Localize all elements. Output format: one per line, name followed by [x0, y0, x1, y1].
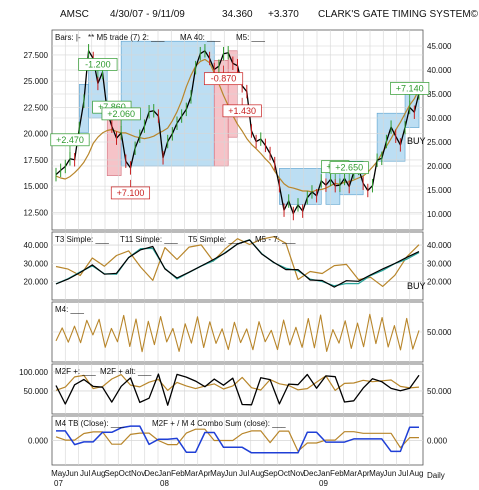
- right-tick-label: 50.000: [427, 387, 452, 396]
- right-tick-label: 20.000: [427, 162, 452, 171]
- left-tick-label: 22.500: [24, 103, 49, 112]
- month-tick-label: Jul: [398, 469, 408, 478]
- m2f-legend-item: M2F + alt: ___: [100, 367, 152, 376]
- right-tick-label: 0.000: [427, 437, 448, 446]
- left-tick-label: 15.000: [24, 182, 49, 191]
- month-tick-label: Jul: [80, 469, 90, 478]
- month-tick-label: Aug: [91, 469, 105, 478]
- m4-legend-item: M4: ___: [55, 305, 84, 314]
- month-tick-label: Nov: [290, 469, 304, 478]
- price-legend-item: M5: ___: [236, 33, 265, 42]
- date-range-label: 4/30/07 - 9/11/09: [110, 9, 185, 20]
- price-legend-item: Bars: |-: [55, 33, 81, 42]
- right-tick-label: 20.000: [427, 277, 452, 286]
- trade-result-label: +7.140: [396, 83, 424, 93]
- price-legend-item: ** M5 trade (7) 2: ___: [88, 33, 165, 42]
- right-tick-label: 25.000: [427, 138, 452, 147]
- t3-legend-item: T5 Simple: ___: [188, 235, 242, 244]
- month-tick-label: Mar: [184, 469, 198, 478]
- left-tick-label: 100.000: [19, 368, 48, 377]
- month-tick-label: Nov: [131, 469, 145, 478]
- left-tick-label: 50.000: [24, 387, 49, 396]
- month-tick-label: Aug: [250, 469, 264, 478]
- t3-legend-item: M5 - 7: ___: [255, 235, 296, 244]
- t3-legend-item: T11 Simple: ___: [120, 235, 178, 244]
- month-tick-label: Feb: [171, 469, 185, 478]
- price-series-line: [55, 58, 420, 193]
- trade-result-label: -1.200: [85, 59, 111, 69]
- t3-legend-item: T3 Simple: ___: [55, 235, 109, 244]
- month-tick-label: Dec: [303, 469, 317, 478]
- chart-header: AMSC 4/30/07 - 9/11/09 34.360 +3.370 CLA…: [60, 9, 479, 20]
- month-tick-label: May: [369, 469, 384, 478]
- m2f-series-line: [55, 374, 420, 391]
- trade-result-label: +2.060: [107, 109, 135, 119]
- month-tick-label: May: [51, 469, 66, 478]
- right-tick-label: 30.000: [427, 114, 452, 123]
- month-tick-label: Jan: [317, 469, 330, 478]
- right-tick-label: 45.000: [427, 42, 452, 51]
- system-title: CLARK'S GATE TIMING SYSTEM©: [318, 9, 479, 20]
- right-tick-label: 50.000: [427, 328, 452, 337]
- month-tick-label: Sep: [264, 469, 279, 478]
- month-tick-label: Jun: [383, 469, 396, 478]
- month-tick-label: Mar: [343, 469, 357, 478]
- m4tb-series-line: [56, 425, 419, 454]
- month-tick-label: Jul: [239, 469, 249, 478]
- price-legend-item: MA 40: ___: [180, 33, 221, 42]
- month-tick-label: Jan: [158, 469, 171, 478]
- year-tick-label: 08: [160, 479, 169, 488]
- month-tick-label: Apr: [357, 469, 370, 478]
- trade-result-label: +7.860: [98, 102, 126, 112]
- buy-trade-box: [78, 84, 89, 133]
- left-tick-label: 20.000: [24, 130, 49, 139]
- buy-signal-label: BUY: [407, 136, 426, 146]
- month-tick-label: Apr: [198, 469, 211, 478]
- month-tick-label: Oct: [278, 469, 291, 478]
- month-tick-label: Aug: [409, 469, 423, 478]
- month-tick-label: Sep: [105, 469, 120, 478]
- m2f-legend-item: M2F +: ___: [55, 367, 96, 376]
- buy-signal-label-t3: BUY: [407, 281, 426, 291]
- left-tick-label: 12.500: [24, 208, 49, 217]
- month-tick-label: Jun: [224, 469, 237, 478]
- trade-result-label: +2.470: [56, 135, 84, 145]
- m4tb-legend-item: M2F + / M 4 Combo Sum (close): ___: [152, 419, 286, 428]
- right-tick-label: 35.000: [427, 90, 452, 99]
- right-tick-label: 10.000: [427, 210, 452, 219]
- m2f-series-line: [55, 373, 420, 406]
- trade-result-label: +7.100: [117, 188, 145, 198]
- m4tb-legend-item: M4 TB (Close): ___: [55, 419, 125, 428]
- m4tb-series-line: [55, 428, 419, 452]
- month-tick-label: May: [210, 469, 225, 478]
- left-tick-label: 25.000: [24, 77, 49, 86]
- timeframe-label: Daily: [427, 471, 445, 480]
- symbol-label: AMSC: [60, 9, 89, 20]
- year-tick-label: 07: [54, 479, 63, 488]
- month-tick-label: Oct: [119, 469, 132, 478]
- left-tick-label: 0.000: [28, 437, 49, 446]
- year-tick-label: 09: [319, 479, 328, 488]
- left-tick-label: 20.000: [24, 277, 49, 286]
- right-tick-label: 40.000: [427, 66, 452, 75]
- left-tick-label: 30.000: [24, 259, 49, 268]
- left-tick-label: 17.500: [24, 156, 49, 165]
- right-tick-label: 15.000: [427, 186, 452, 195]
- price-change-label: +3.370: [268, 9, 299, 20]
- t3-series-line: [55, 239, 420, 288]
- trade-result-label: +1.430: [228, 106, 256, 116]
- m4-series-line: [55, 313, 420, 353]
- left-tick-label: 40.000: [24, 241, 49, 250]
- last-price-label: 34.360: [222, 9, 253, 20]
- t3-series-line: [55, 236, 420, 287]
- trade-result-label: +2.650: [335, 163, 363, 173]
- trade-result-label: -0.870: [211, 74, 237, 84]
- month-tick-label: Jun: [65, 469, 78, 478]
- right-tick-label: 30.000: [427, 259, 452, 268]
- left-tick-label: 27.500: [24, 51, 49, 60]
- month-tick-label: Feb: [330, 469, 344, 478]
- right-tick-label: 40.000: [427, 241, 452, 250]
- month-tick-label: Dec: [144, 469, 158, 478]
